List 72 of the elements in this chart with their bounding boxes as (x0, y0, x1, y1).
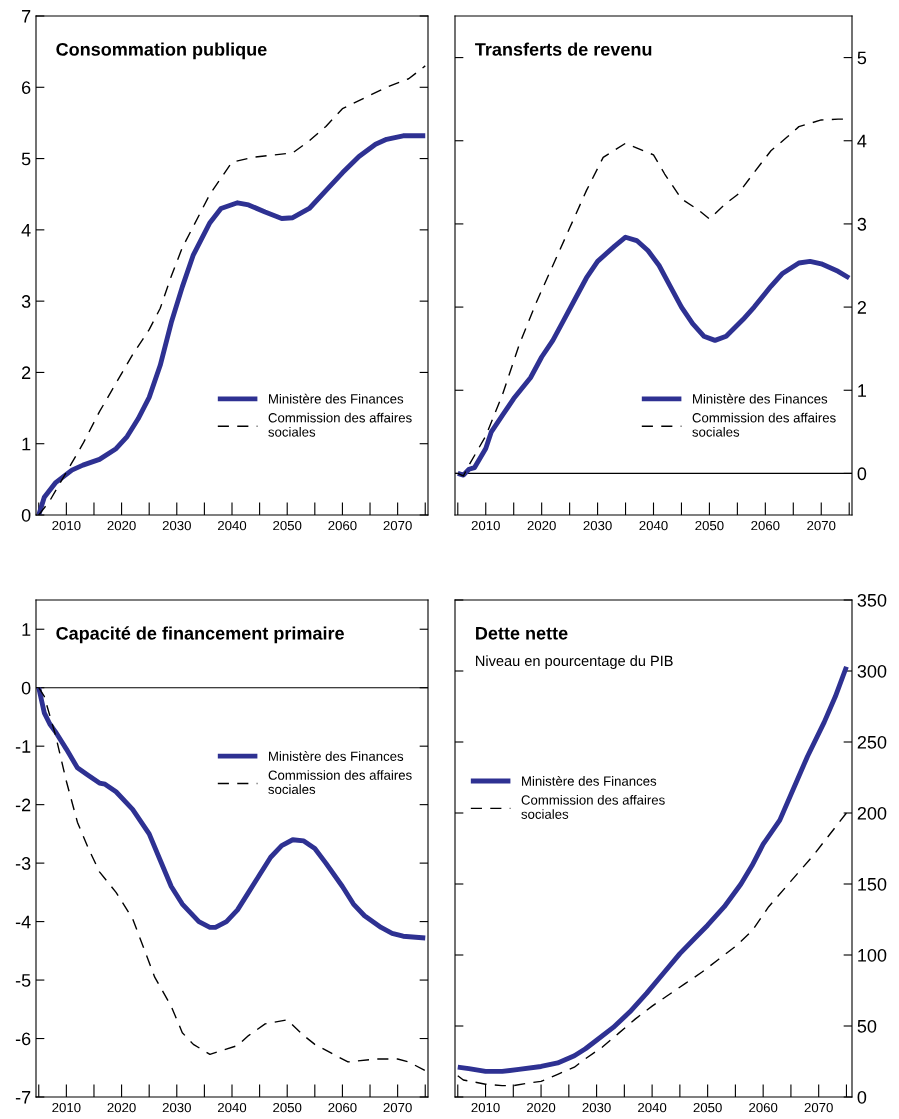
y-tick-label: 0 (21, 681, 31, 695)
y2-tick-label: 3 (857, 217, 867, 231)
text: Transferts de revenu (475, 42, 652, 56)
y2-tick-label: 350 (857, 593, 887, 607)
y-tick-label: -3 (15, 857, 31, 870)
y-tick-label: 3 (21, 295, 31, 308)
x-tick-label: 2030 (583, 520, 612, 531)
y2-tick-label: 150 (858, 877, 887, 891)
legend-label: Ministère des Finances (269, 751, 404, 761)
x-tick-label: 2070 (804, 1102, 833, 1113)
x-tick-label: 2010 (52, 1102, 81, 1113)
x-tick-label: 2040 (217, 1102, 247, 1113)
x-tick-label: 2070 (383, 520, 412, 531)
y2-tick-label: 100 (858, 948, 887, 962)
y2-tick-label: 1 (858, 384, 867, 397)
legend-label: Commission des affaires sociales (521, 794, 665, 819)
text: Capacité de financement primaire (56, 626, 344, 644)
x-tick-label: 2020 (527, 520, 556, 531)
x-tick-label: 2050 (695, 520, 724, 531)
y2-tick-label: 0 (857, 1090, 867, 1104)
text: Niveau en pourcentage du PIB (476, 655, 673, 669)
x-tick-label: 2060 (328, 520, 357, 531)
y2-tick-label: 50 (857, 1019, 877, 1033)
legend-label: Ministère des Finances (269, 393, 404, 404)
x-tick-label: 2040 (217, 520, 247, 531)
text: Dette nette (476, 627, 568, 640)
x-tick-label: 2050 (273, 520, 302, 531)
y-tick-label: 0 (21, 508, 31, 522)
x-tick-label: 2030 (162, 1102, 191, 1113)
x-tick-label: 2030 (582, 1102, 611, 1113)
x-tick-label: 2050 (273, 1102, 302, 1113)
y2-tick-label: 0 (857, 467, 867, 481)
y-tick-label: -2 (15, 798, 31, 812)
y-tick-label: 2 (22, 366, 31, 379)
x-tick-label: 2010 (471, 1102, 500, 1113)
y2-tick-label: 250 (857, 735, 887, 749)
y-tick-label: 7 (22, 10, 31, 23)
y2-tick-label: 300 (857, 664, 887, 678)
legend-label: Commission des affaires sociales (692, 412, 836, 437)
y-tick-label: -4 (15, 915, 31, 929)
x-tick-label: 2070 (383, 1102, 412, 1113)
y-tick-label: -7 (15, 1091, 31, 1104)
y-tick-label: 5 (21, 152, 31, 166)
x-tick-label: 2010 (52, 520, 81, 531)
legend-label: Ministère des Finances (693, 393, 828, 404)
x-tick-label: 2060 (749, 1102, 778, 1113)
x-tick-label: 2050 (693, 1102, 722, 1113)
x-tick-label: 2060 (751, 520, 780, 531)
legend-label: Ministère des Finances (522, 775, 657, 786)
legend-label: Commission des affaires sociales (268, 770, 412, 795)
y2-tick-label: 2 (857, 301, 866, 314)
y2-tick-label: 4 (857, 134, 867, 148)
y-tick-label: 4 (21, 223, 31, 237)
y-tick-label: -5 (15, 974, 31, 987)
x-tick-label: 2010 (471, 520, 500, 531)
y2-tick-label: 5 (857, 51, 867, 65)
y-tick-label: 1 (22, 623, 31, 636)
x-tick-label: 2060 (328, 1102, 357, 1113)
text: Consommation publique (56, 42, 267, 60)
legend-label: Commission des affaires sociales (268, 412, 412, 437)
x-tick-label: 2030 (162, 520, 191, 531)
y-tick-label: 6 (22, 81, 31, 95)
y-tick-label: -6 (15, 1032, 31, 1046)
x-tick-label: 2070 (807, 520, 836, 531)
x-tick-label: 2040 (639, 520, 668, 531)
x-tick-label: 2020 (527, 1102, 556, 1113)
y-tick-label: 1 (22, 437, 31, 451)
y2-tick-label: 200 (857, 806, 887, 820)
x-tick-label: 2020 (107, 520, 136, 531)
x-tick-label: 2020 (107, 1102, 136, 1113)
y-tick-label: -1 (15, 740, 31, 753)
x-tick-label: 2040 (638, 1102, 667, 1113)
